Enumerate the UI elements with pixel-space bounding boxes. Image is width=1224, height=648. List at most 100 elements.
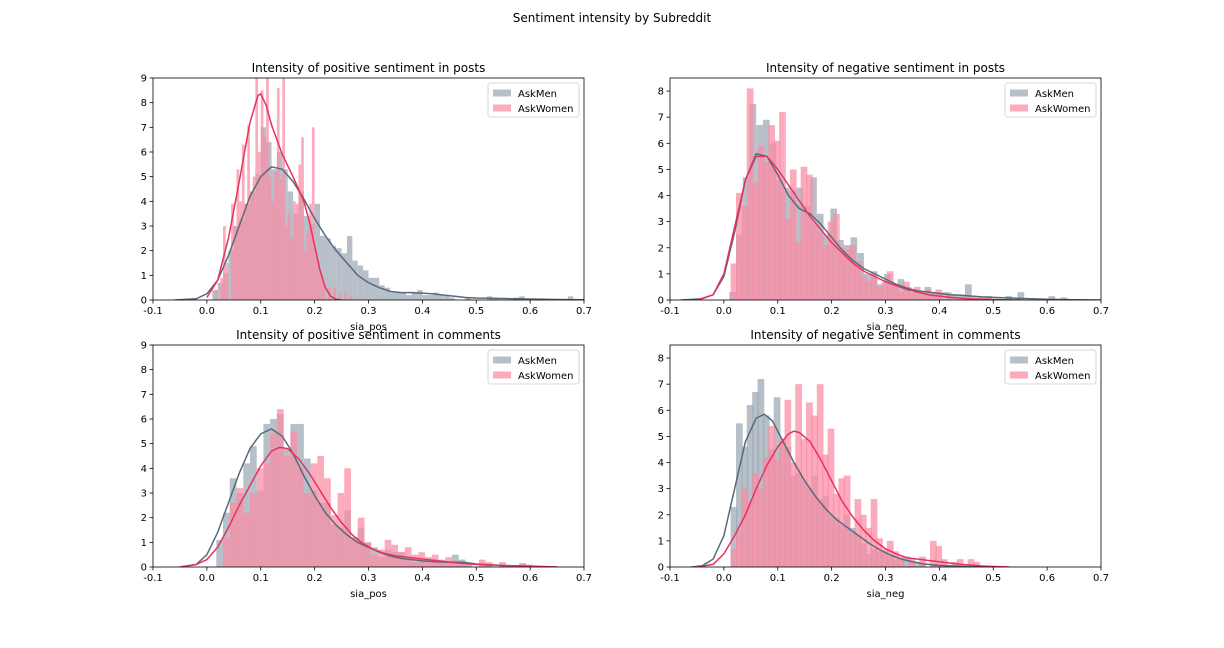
histogram-bar <box>309 203 312 300</box>
y-tick-label: 2 <box>141 513 147 524</box>
x-tick-label: 0.5 <box>468 306 484 317</box>
histogram-bar <box>357 265 364 300</box>
legend-swatch-askmen <box>493 89 511 97</box>
histogram-bar <box>216 539 224 567</box>
histogram-bar <box>757 145 765 300</box>
legend-swatch-askmen <box>1010 89 1028 97</box>
legend-label: AskMen <box>518 356 557 367</box>
histogram-bar <box>298 191 304 300</box>
y-tick-label: 4 <box>141 197 147 208</box>
histogram-bar <box>897 556 905 567</box>
histogram-bar <box>499 562 506 567</box>
histogram-bar <box>956 559 964 567</box>
histogram-bar <box>892 551 899 567</box>
x-tick-label: 0.4 <box>931 306 947 317</box>
histogram-bar <box>255 174 261 300</box>
x-tick-label: 0.3 <box>878 573 894 584</box>
histogram-bar <box>236 488 244 567</box>
histogram-bar <box>303 493 311 567</box>
histogram-bar <box>260 90 264 300</box>
kde-line-askwomen <box>696 430 1010 567</box>
histogram-bar <box>258 152 261 300</box>
y-tick-label: 5 <box>141 439 147 450</box>
x-tick-label: 0.5 <box>985 573 1001 584</box>
histogram-bar <box>752 182 759 300</box>
histogram-bar <box>377 549 385 567</box>
y-tick-label: 5 <box>658 165 664 176</box>
histogram-bar <box>310 463 318 567</box>
histogram-bar <box>452 562 459 567</box>
histogram-bar <box>886 271 894 300</box>
histogram-bar <box>225 263 229 300</box>
histogram-bar <box>919 556 926 567</box>
x-tick-label: 0.4 <box>931 573 947 584</box>
histogram-bar <box>330 515 338 567</box>
histogram-bar <box>795 242 802 300</box>
histogram-bar <box>789 462 797 567</box>
histogram-bar <box>276 409 284 567</box>
x-tick-label: -0.1 <box>660 573 680 584</box>
histogram-bar <box>330 245 337 300</box>
legend: AskMen AskWomen <box>487 349 580 385</box>
histogram-bar <box>773 140 781 300</box>
x-tick-label: 0.1 <box>770 573 786 584</box>
x-tick-label: 0.0 <box>716 306 732 317</box>
plot-area <box>174 78 584 300</box>
histogram-bar <box>567 296 574 300</box>
kde-line-askmen <box>174 165 584 300</box>
histogram-bar <box>849 245 856 300</box>
histogram-bar <box>913 561 921 567</box>
histogram-bar <box>838 247 846 300</box>
histogram-bar <box>406 295 412 300</box>
legend-swatch-askwomen <box>493 104 511 112</box>
histogram-bar <box>290 431 298 567</box>
histogram-bar <box>741 488 749 567</box>
x-tick-label: -0.1 <box>143 306 163 317</box>
y-tick-label: 5 <box>658 432 664 443</box>
histogram-bar <box>274 171 277 300</box>
histogram-bar <box>736 423 743 567</box>
histogram-bar <box>762 457 770 567</box>
histogram-bar <box>301 137 304 300</box>
histogram-bar <box>320 235 326 300</box>
histogram-bar <box>344 468 351 567</box>
histogram-bar <box>263 463 271 567</box>
subplot-4: -0.1 0.0 0.1 0.2 0.3 0.4 0.5 0.6 0.7 0 1 2 3 4 5 6 7 8 Int… <box>658 328 1109 600</box>
histogram-bar <box>478 559 486 567</box>
plot-area <box>680 88 1101 300</box>
histogram-bar <box>822 245 829 300</box>
x-tick-label: 0.3 <box>361 573 377 584</box>
x-tick-label: -0.1 <box>660 306 680 317</box>
histogram-bar <box>395 292 401 300</box>
histogram-bar <box>897 292 905 300</box>
histogram-bar <box>333 287 337 300</box>
y-tick-label: 7 <box>141 123 147 134</box>
histogram-bar <box>757 378 765 567</box>
histogram-bar <box>364 542 372 567</box>
kde-line-askwomen <box>179 446 558 567</box>
histogram-bar <box>282 78 285 300</box>
histogram-bar <box>784 399 792 567</box>
x-tick-label: -0.1 <box>143 573 163 584</box>
x-tick-label: 0.6 <box>522 306 538 317</box>
y-tick-label: 0 <box>658 563 664 574</box>
y-tick-label: 6 <box>658 139 664 150</box>
histogram-bar <box>458 564 466 567</box>
histogram-bar <box>881 548 889 567</box>
subplot-title: Intensity of negative sentiment in comme… <box>750 328 1020 342</box>
y-tick-label: 9 <box>141 341 147 352</box>
histogram-bar <box>881 281 889 300</box>
histogram-bar <box>746 501 754 567</box>
y-tick-label: 9 <box>141 74 147 85</box>
histogram-bar <box>317 456 325 567</box>
histogram-bar <box>212 290 218 300</box>
histogram-bar <box>811 415 819 567</box>
histogram-bar <box>317 260 321 300</box>
y-tick-label: 1 <box>658 536 664 547</box>
histogram-bar <box>320 275 323 300</box>
histogram-bar <box>398 552 405 567</box>
legend: AskMen AskWomen <box>1004 349 1097 385</box>
histogram-bar <box>233 226 237 300</box>
histogram-bar <box>324 478 331 567</box>
histogram-bar <box>789 169 797 300</box>
